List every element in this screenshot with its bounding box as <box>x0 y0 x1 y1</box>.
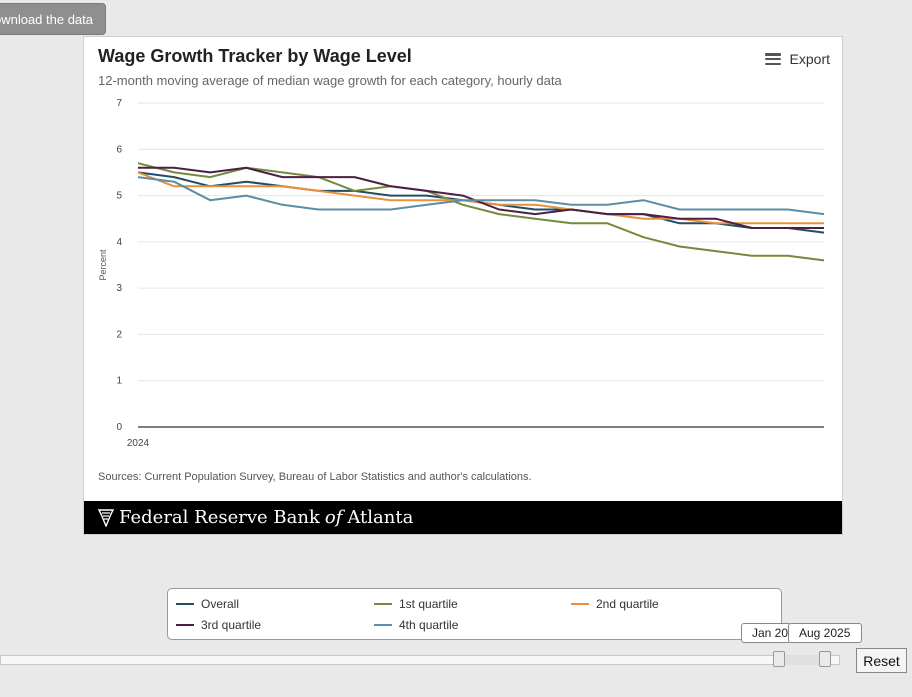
eagle-logo-icon <box>98 508 114 527</box>
footer-text-suffix: Atlanta <box>347 507 414 528</box>
y-tick-label: 7 <box>116 98 122 109</box>
footer-text-prefix: Federal Reserve Bank <box>119 507 320 528</box>
y-tick-label: 3 <box>116 283 122 294</box>
series-line-4th-quartile <box>137 176 825 216</box>
legend-item[interactable]: 3rd quartile <box>176 618 261 632</box>
chart-subtitle: 12-month moving average of median wage g… <box>98 73 562 88</box>
legend-item[interactable]: 2nd quartile <box>571 597 659 611</box>
legend-label: 4th quartile <box>399 618 459 632</box>
y-tick-label: 4 <box>116 237 122 248</box>
sources-note: Sources: Current Population Survey, Bure… <box>98 471 532 483</box>
chart-title: Wage Growth Tracker by Wage Level <box>98 46 412 66</box>
x-tick-label: 2024 <box>127 438 150 449</box>
legend-swatch <box>374 603 392 605</box>
y-tick-label: 5 <box>116 191 122 202</box>
footer-banner: Federal Reserve Bank of Atlanta <box>84 501 842 534</box>
range-end-label: Aug 2025 <box>788 623 862 643</box>
y-tick-label: 0 <box>116 422 122 433</box>
legend-label: 2nd quartile <box>596 597 659 611</box>
y-tick-label: 2 <box>116 329 122 340</box>
range-start-handle[interactable] <box>773 651 785 667</box>
line-chart: 0 1 2 3 4 5 6 7 2024 Percent <box>98 98 825 449</box>
footer-text-of: of <box>324 507 343 528</box>
chart-card: Wage Growth Tracker by Wage Level 12-mon… <box>83 36 843 535</box>
menu-icon <box>764 53 781 65</box>
reset-button[interactable]: Reset <box>856 648 907 673</box>
legend-label: 1st quartile <box>399 597 458 611</box>
series-line-2nd-quartile <box>137 171 824 225</box>
range-slider-selection[interactable] <box>780 655 824 665</box>
download-data-button[interactable]: Download the data <box>0 3 106 35</box>
legend-item[interactable]: 1st quartile <box>374 597 458 611</box>
y-tick-label: 1 <box>116 376 122 387</box>
legend-swatch <box>176 624 194 626</box>
legend-label: 3rd quartile <box>201 618 262 632</box>
series-line-3rd-quartile <box>138 166 824 229</box>
export-label: Export <box>789 51 830 67</box>
legend-swatch <box>571 603 589 605</box>
series-line-1st-quartile <box>137 162 825 262</box>
range-start-label: Jan 2024 <box>741 623 791 643</box>
legend-item[interactable]: 4th quartile <box>374 618 458 632</box>
range-end-handle[interactable] <box>819 651 831 667</box>
y-axis-label: Percent <box>98 249 108 281</box>
legend-label: Overall <box>201 597 240 611</box>
export-button[interactable]: Export <box>764 51 830 67</box>
chart-legend: Overall 1st quartile 2nd quartile 3rd quart… <box>167 588 782 640</box>
range-slider-track[interactable] <box>0 655 840 665</box>
legend-swatch <box>176 603 194 605</box>
y-tick-label: 6 <box>116 144 122 155</box>
legend-item[interactable]: Overall <box>176 597 239 611</box>
legend-swatch <box>374 624 392 626</box>
